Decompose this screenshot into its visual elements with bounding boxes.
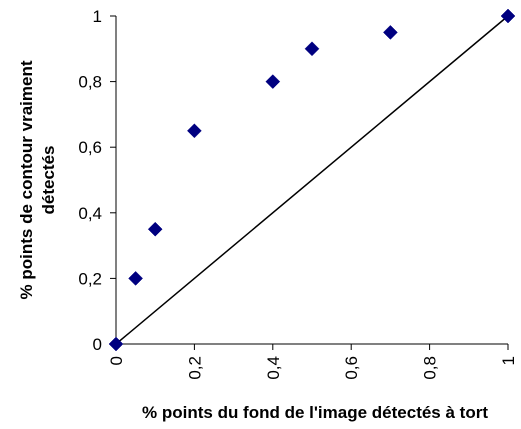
data-point: [500, 8, 516, 24]
data-point: [265, 74, 281, 89]
x-tick-label: 1: [499, 356, 518, 365]
y-tick-label: 0,2: [78, 269, 102, 288]
data-point: [383, 25, 398, 40]
x-tick-label: 0,6: [342, 356, 361, 380]
diagonal-reference-line: [115, 15, 509, 345]
y-axis-title-line: détectés: [39, 146, 58, 215]
series-layer: [108, 8, 516, 352]
y-tick-label: 0,6: [78, 138, 102, 157]
x-axis-title: % points du fond de l'image détectés à t…: [142, 403, 488, 422]
y-tick-label: 0,4: [78, 204, 102, 223]
x-tick-label: 0,4: [264, 356, 283, 380]
y-tick-label: 0: [93, 335, 102, 354]
data-point: [147, 221, 163, 237]
y-tick-label: 0,8: [78, 73, 102, 92]
data-point: [108, 336, 124, 352]
data-point: [304, 41, 320, 57]
y-axis-title: % points de contour vraiment détectés: [17, 60, 58, 299]
data-point: [128, 271, 143, 286]
x-tick-label: 0,8: [421, 356, 440, 380]
x-tick-label: 0,2: [185, 356, 204, 380]
plot-area: 0 0,2 0,4 0,6 0,8 1 0 0,2 0,4 0,6 0,8 1: [78, 7, 518, 380]
y-axis-ticks: 0 0,2 0,4 0,6 0,8 1: [78, 7, 116, 354]
x-tick-label: 0: [107, 356, 126, 365]
x-axis-ticks: 0 0,2 0,4 0,6 0,8 1: [107, 344, 518, 380]
y-tick-label: 1: [93, 7, 102, 26]
data-point: [187, 123, 202, 139]
y-axis-title-line: % points de contour vraiment: [17, 60, 36, 299]
